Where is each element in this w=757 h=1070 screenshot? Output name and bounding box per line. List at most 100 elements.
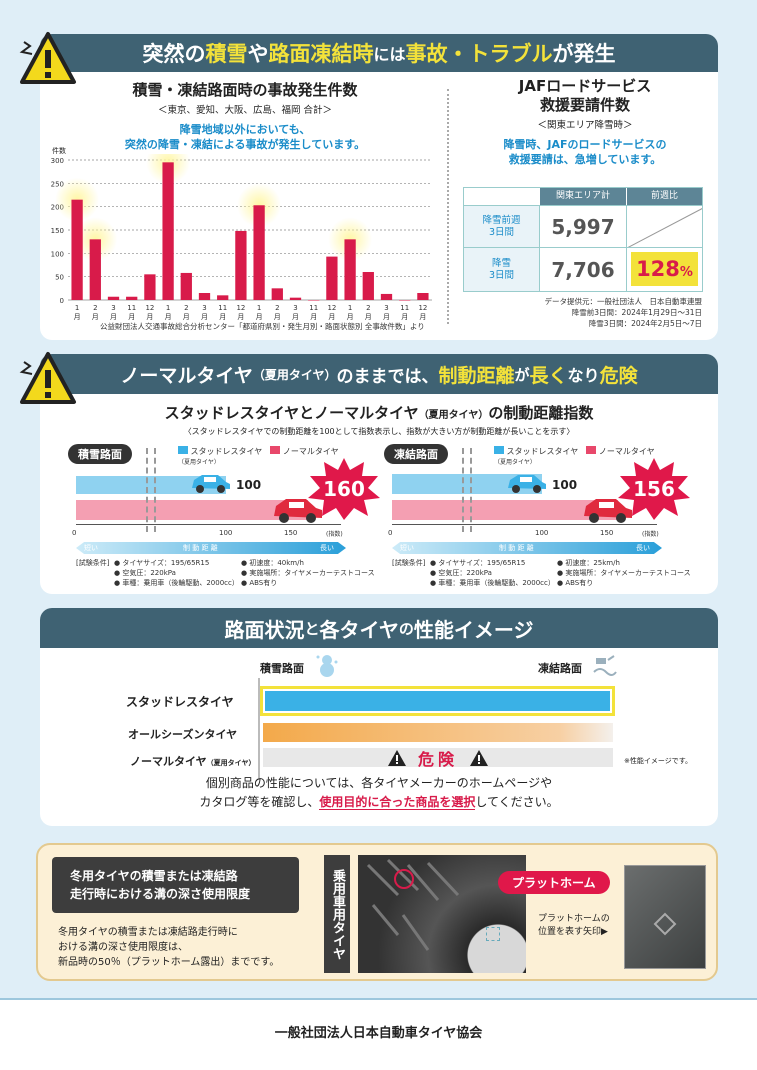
studless-performance-bar (260, 686, 615, 716)
platform-closeup-photo (624, 865, 706, 969)
studless-value: 100 (552, 478, 578, 492)
x-tick-label: 12 (418, 304, 427, 312)
x-tick-label: 1 (348, 304, 352, 312)
x-tick-label: 1 (257, 304, 261, 312)
jaf-title: JAFロードサービス 救援要請件数 (518, 77, 652, 114)
normal-bar (76, 500, 308, 520)
section-divider (447, 89, 449, 324)
distance-arrow (76, 542, 346, 554)
bar (344, 239, 356, 300)
jaf-table: 関東エリア計 前週比 降雪前週 3日間 5,997 降雪 3日間 7,706 128… (463, 187, 703, 292)
y-axis-unit: 件数 (52, 147, 66, 155)
tread-body: 冬用タイヤの積雪または凍結路走行時に おける溝の深さ使用限度は、 新品時の50％（プ… (58, 927, 280, 968)
icy-road-icon (593, 655, 617, 676)
bar (235, 230, 247, 300)
y-tick-label: 0 (60, 297, 64, 305)
bar (289, 297, 302, 300)
y-tick-label: 300 (51, 157, 64, 165)
danger-icon (387, 749, 406, 766)
x-tick-month: 月 (310, 313, 317, 321)
x-tick-month: 月 (365, 313, 372, 321)
tire-photo (358, 855, 526, 973)
x-tick-month: 月 (292, 313, 299, 321)
braking-title: スタッドレスタイヤとノーマルタイヤ（夏用タイヤ）の制動距離指数 (164, 404, 594, 422)
x-tick-label: 12 (327, 304, 336, 312)
accident-chart: 0501001502002503001月2月3月11月12月1月2月3月11月1… (51, 154, 432, 321)
table-row: 降雪 3日間 7,706 128% (464, 247, 702, 291)
allseason-performance-bar (263, 723, 613, 742)
car-red-icon (274, 499, 322, 523)
x-tick-month: 月 (128, 313, 135, 321)
bar (380, 293, 393, 300)
x-tick-label: 3 (293, 304, 297, 312)
x-tick-label: 2 (184, 304, 188, 312)
col-snow-label: 積雪路面 (260, 662, 304, 675)
studless-bar (76, 474, 226, 494)
accident-chart-note: 降雪地域以外においても、 突然の降雪・凍結による事故が発生しています。 (124, 123, 366, 151)
car-blue-icon (508, 475, 546, 493)
jaf-note: 降雪時、JAFのロードサービスの 救援要請は、急増しています。 (503, 138, 667, 166)
danger-label: 危険 (417, 749, 458, 769)
studless-bar (392, 474, 542, 494)
x-tick-month: 月 (219, 313, 226, 321)
legend-normal: ノーマルタイヤ (282, 447, 339, 456)
table-head-kanto: 関東エリア計 (539, 188, 626, 205)
x-tick-label: 11 (218, 304, 227, 312)
row-label-allseason: オールシーズンタイヤ (128, 728, 238, 741)
chart-source: 公益財団法人交通事故総合分析センター「都道府県別・発生月別・路面状態別 全事故件… (100, 322, 425, 331)
bar (399, 300, 411, 301)
braking-panel-snow: 積雪路面 スタッドレスタイヤ ノーマルタイヤ（夏用タイヤ） 100 160 0 … (58, 444, 380, 594)
legend-studless: スタッドレスタイヤ (190, 447, 263, 456)
braking-section: ノーマルタイヤ （夏用タイヤ） のままでは、 制動距離が長く なり 危険 スタッドレスタイ… (40, 354, 718, 594)
studless-value: 100 (236, 478, 262, 492)
bar (180, 272, 192, 300)
x-tick-month: 月 (419, 313, 426, 321)
legend-normal: ノーマルタイヤ (598, 447, 655, 456)
x-tick-month: 月 (383, 313, 390, 321)
normal-value-burst: 156 (618, 458, 690, 520)
x-tick-label: 12 (236, 304, 245, 312)
bar (126, 296, 138, 300)
x-tick-label: 1 (75, 304, 79, 312)
x-tick-month: 月 (183, 313, 190, 321)
bar (308, 300, 320, 301)
x-tick-month: 月 (110, 313, 117, 321)
x-tick-label: 3 (384, 304, 388, 312)
bar (271, 288, 283, 300)
legend-studless: スタッドレスタイヤ (506, 447, 579, 456)
bar (107, 296, 120, 300)
distance-arrow (392, 542, 662, 554)
warning-icon (19, 32, 76, 84)
braking-panel-ice: 凍結路面 スタッドレスタイヤ ノーマルタイヤ（夏用タイヤ） 100 156 0 … (374, 444, 694, 594)
bar (217, 295, 229, 300)
danger-icon (470, 749, 488, 766)
accident-section: 突然の 積雪や路面凍結時 には 事故・トラブル が発生 積雪・凍結路面時の事故発生件数 … (40, 34, 718, 340)
x-tick-month: 月 (92, 313, 99, 321)
jaf-subtitle: ＜関東エリア降雪時＞ (537, 120, 633, 131)
y-tick-label: 100 (51, 250, 64, 258)
tread-depth-section: 冬用タイヤの積雪または凍結路 走行時における溝の深さ使用限度 冬用タイヤの積雪また… (36, 843, 718, 981)
accident-chart-title: 積雪・凍結路面時の事故発生件数 (132, 81, 358, 99)
x-tick-month: 月 (328, 313, 335, 321)
bar (253, 205, 265, 300)
warning-icon (19, 352, 76, 404)
road-cut-lines (146, 448, 156, 532)
col-ice-label: 凍結路面 (538, 662, 582, 675)
normal-bar (392, 500, 618, 520)
bar (198, 293, 211, 300)
x-tick-month: 月 (201, 313, 208, 321)
x-tick-label: 2 (275, 304, 279, 312)
test-conditions: [試験条件] (392, 559, 426, 567)
section2-banner: ノーマルタイヤ （夏用タイヤ） のままでは、 制動距離が長く なり 危険 (40, 354, 718, 394)
normal-value-burst: 160 (308, 458, 380, 520)
platform-marker (394, 869, 414, 889)
x-tick-month: 月 (237, 313, 244, 321)
row-label-studless: スタッドレスタイヤ (126, 695, 234, 709)
bar (144, 274, 156, 300)
bar (326, 256, 338, 300)
vertical-label: 乗用車用タイヤ (324, 855, 350, 973)
x-tick-label: 3 (202, 304, 206, 312)
normal-value: 160 (323, 477, 365, 501)
x-tick-label: 12 (145, 304, 154, 312)
table-head-ratio: 前週比 (626, 188, 702, 205)
